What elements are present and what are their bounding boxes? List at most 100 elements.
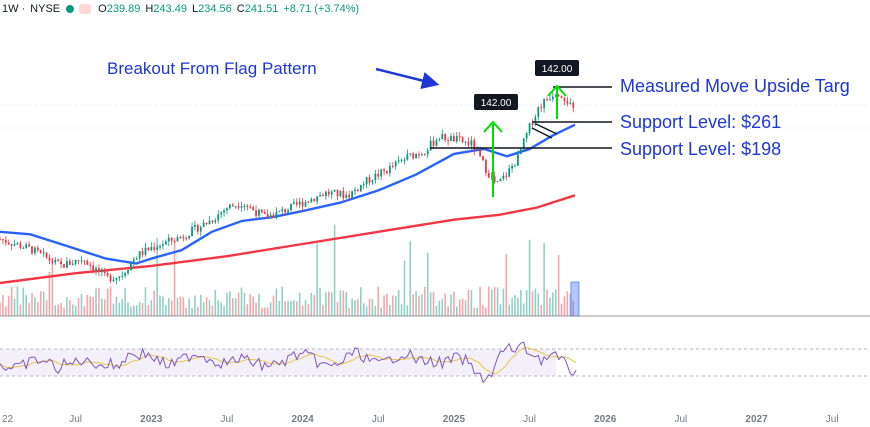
ma200-line[interactable]	[0, 194, 576, 285]
candle-body	[188, 235, 191, 239]
volume-bar	[103, 299, 106, 316]
volume-bar	[226, 292, 228, 316]
candle-body	[447, 140, 449, 142]
candle-body	[554, 95, 557, 97]
candle-body	[68, 261, 71, 265]
candle-body	[135, 258, 138, 260]
candle-body	[80, 260, 83, 262]
volume-bar	[45, 300, 48, 316]
candle-body	[423, 154, 426, 156]
candle-body	[258, 209, 260, 216]
volume-bar	[389, 305, 391, 316]
candle-body	[383, 169, 385, 172]
candle-body	[138, 251, 141, 259]
candle-body	[237, 206, 240, 208]
candle-body	[421, 154, 423, 156]
candle-body	[170, 237, 173, 241]
candle-body	[42, 252, 45, 254]
volume-bar	[182, 297, 185, 316]
candle-body	[63, 264, 65, 268]
candle-body	[455, 136, 458, 142]
change-value: +8.71 (+3.74%)	[283, 3, 360, 15]
volume-bar	[77, 298, 80, 316]
volume-bar	[380, 307, 382, 316]
volume-bar	[197, 306, 199, 316]
candle-body	[543, 99, 546, 109]
volume-bar	[525, 290, 528, 316]
ma50-line-group	[0, 123, 576, 265]
candle-body	[71, 263, 74, 265]
candle-body	[98, 268, 100, 273]
volume-bar	[374, 305, 377, 316]
volume-bar	[563, 296, 566, 316]
candle-body	[36, 247, 39, 251]
volume-bar	[205, 297, 208, 316]
candle-body	[13, 244, 16, 246]
volume-bar	[121, 299, 124, 316]
candle-body	[450, 136, 452, 142]
volume-bar	[281, 286, 284, 316]
candle-body	[228, 204, 231, 209]
candle-body	[266, 214, 269, 219]
candle-body	[508, 168, 511, 177]
candle-body	[263, 212, 266, 215]
candle-body	[441, 133, 444, 140]
volume-bar	[534, 288, 537, 316]
volume-bar	[461, 298, 464, 316]
candle-body	[196, 224, 199, 232]
candle-body	[103, 270, 106, 274]
candle-body	[121, 275, 124, 277]
rsi-line	[0, 341, 577, 384]
volume-bar	[127, 302, 129, 316]
volume-bar	[202, 302, 205, 316]
volume-bar	[150, 300, 153, 316]
candle-body	[394, 161, 397, 167]
volume-bar	[435, 305, 438, 316]
volume-bar	[34, 297, 36, 316]
candle-body	[522, 138, 525, 150]
candle-body	[487, 172, 490, 178]
candle-body	[444, 133, 447, 141]
volume-bar	[278, 300, 281, 316]
volume-bar	[313, 295, 316, 316]
interval-label[interactable]: 1W	[2, 3, 19, 15]
volume-bar	[284, 301, 286, 316]
volume-bar	[275, 288, 278, 316]
candle-body	[74, 259, 77, 264]
volume-bar	[133, 305, 135, 316]
candle-body	[156, 247, 159, 250]
candle-body	[109, 275, 112, 282]
volume-bar	[269, 302, 272, 316]
ma50-line[interactable]	[0, 123, 576, 265]
low-label: L	[191, 3, 199, 15]
candle-body	[179, 237, 182, 239]
volume-bar	[220, 302, 222, 316]
time-axis[interactable]: 22 Jul 2023 Jul 2024 Jul 2025 Jul 2026 Jul 2027 Jul	[2, 414, 839, 425]
volume-bar	[162, 296, 164, 316]
volume-bar	[223, 305, 225, 316]
candle-body	[240, 206, 243, 208]
candle-body	[397, 160, 400, 162]
candle-body	[324, 191, 327, 197]
candle-body	[388, 166, 391, 174]
candle-body	[16, 243, 19, 245]
volume-bar	[63, 307, 65, 316]
volume-bar	[502, 288, 505, 316]
high-value: 243.49	[153, 3, 187, 15]
volume-bar	[365, 306, 368, 316]
flag-pill-icon[interactable]	[79, 4, 92, 14]
candle-body	[162, 244, 164, 246]
candle-body	[10, 244, 13, 246]
candle-body	[359, 184, 362, 192]
volume-bar	[543, 243, 545, 316]
volume-bar	[118, 302, 121, 316]
candle-body	[272, 214, 275, 218]
volume-bar	[383, 295, 385, 316]
volume-bar	[138, 301, 141, 316]
volume-bar	[124, 288, 126, 316]
candle-body	[208, 220, 211, 225]
candle-body	[292, 202, 295, 204]
close-value: 241.51	[244, 3, 279, 15]
candlesticks	[0, 92, 575, 285]
